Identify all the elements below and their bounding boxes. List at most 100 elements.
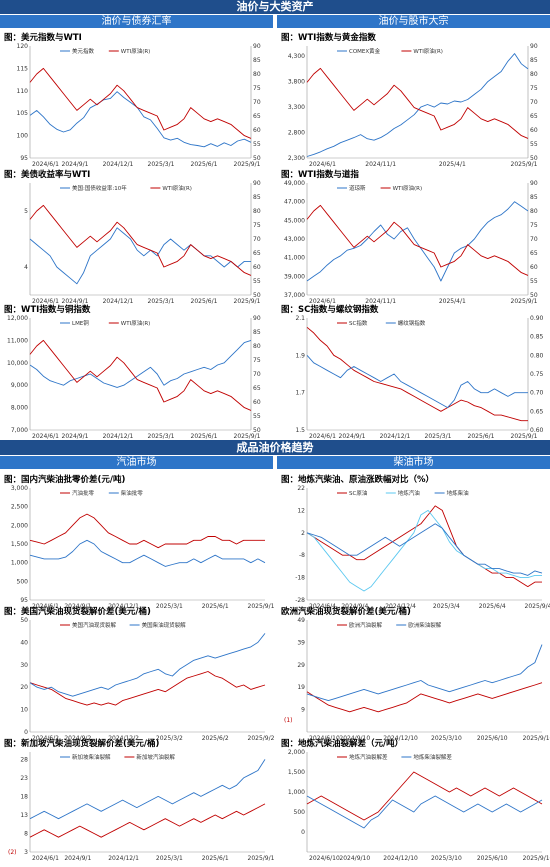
y-tick-label-left: 3,800 bbox=[288, 79, 305, 86]
y-tick-label-left: 12 bbox=[297, 507, 305, 514]
series-line-1 bbox=[29, 803, 266, 838]
y-tick-label-right: 55 bbox=[253, 413, 261, 420]
x-tick-label: 2024/6/2 bbox=[32, 735, 59, 742]
y-tick-label-right: 50 bbox=[253, 155, 261, 162]
y-tick-label-right: 60 bbox=[530, 127, 538, 134]
y-tick-label-right: 90 bbox=[253, 43, 261, 50]
legend-label: WTI原油(R) bbox=[413, 47, 443, 55]
x-tick-label: 2024/9/10 bbox=[339, 735, 370, 742]
chart-svg: 95 100 105 110 115 120 50 55 60 65 70 75 80 85 90 2024/… bbox=[17, 43, 261, 168]
series-line-1 bbox=[306, 644, 543, 702]
x-tick-label: 2024/6/1 bbox=[309, 298, 336, 305]
y-tick-label-left: 13 bbox=[20, 812, 28, 819]
x-tick-label: 2025/3/1 bbox=[148, 298, 175, 305]
series-line-0 bbox=[29, 339, 252, 388]
y-tick-label-right: 0.60 bbox=[530, 427, 544, 434]
y-tick-label-left: 1,000 bbox=[11, 560, 28, 567]
series-line-0 bbox=[306, 326, 528, 422]
y-tick-label-right: 55 bbox=[530, 278, 538, 285]
y-tick-label-left: 2.1 bbox=[295, 315, 305, 322]
x-tick-label: 2024/9/2 bbox=[64, 735, 91, 742]
x-tick-label: 2025/6/1 bbox=[191, 161, 218, 168]
legend-label: 美国柴油现货裂解 bbox=[142, 621, 187, 629]
x-tick-label: 2025/6/1 bbox=[468, 433, 495, 440]
x-tick-label: 2024/12/10 bbox=[383, 855, 418, 862]
y-tick-label-right: 90 bbox=[530, 180, 538, 187]
x-tick-label: 2025/9/4 bbox=[525, 603, 550, 610]
legend-label: SC原油 bbox=[349, 489, 368, 497]
x-tick-label: 2024/12/1 bbox=[103, 298, 134, 305]
y-tick-label-right: 80 bbox=[253, 343, 261, 350]
y-tick-label-left: 0 bbox=[301, 829, 305, 836]
x-tick-label: 2025/6/4 bbox=[479, 603, 506, 610]
footnote-1: (1) bbox=[284, 717, 293, 724]
y-tick-label-left: 4,300 bbox=[288, 53, 305, 60]
x-tick-label: 2024/9/1 bbox=[62, 433, 89, 440]
x-tick-label: 2025/3/1 bbox=[156, 855, 183, 862]
chart-teapot-change-comparison: 图：地炼汽柴油、原油涨跌幅对比（%） -28 -18 -8 2 12 22 2024/6/4 2… bbox=[277, 472, 550, 614]
chart-svg: 0 500 1,000 1,500 2,000 2024/6/10 2024/9/10 202… bbox=[288, 749, 550, 862]
y-tick-label-left: 500 bbox=[17, 578, 29, 585]
y-tick-label-right: 0.80 bbox=[530, 352, 544, 359]
chart-title: 图：WTI指数与道指 bbox=[281, 170, 359, 180]
y-tick-label-left: 500 bbox=[294, 809, 306, 816]
y-tick-label-right: 70 bbox=[530, 236, 538, 243]
series-line-0 bbox=[306, 505, 542, 588]
x-tick-label: 2025/9/10 bbox=[523, 855, 550, 862]
x-tick-label: 2024/6/10 bbox=[309, 735, 340, 742]
subsection-gasoline: 汽油市场 bbox=[0, 456, 273, 469]
chart-svg: 95 500 1,000 1,500 2,000 2,500 3,000 2024/6/1 20… bbox=[11, 485, 275, 610]
chart-svg: 37,000 39,000 41,000 43,000 45,000 47,000 49,0… bbox=[284, 180, 538, 305]
chart-title: 图：美国汽柴油现货裂解价差(美元/桶) bbox=[4, 607, 151, 617]
y-tick-label-left: 3 bbox=[24, 849, 28, 856]
y-tick-label-right: 65 bbox=[253, 113, 261, 120]
y-tick-label-left: 39 bbox=[297, 639, 305, 646]
y-tick-label-right: 50 bbox=[253, 427, 261, 434]
y-tick-label-left: 0 bbox=[24, 729, 28, 736]
x-tick-label: 2025/6/10 bbox=[477, 735, 508, 742]
x-tick-label: 2024/9/4 bbox=[341, 603, 368, 610]
y-tick-label-left: 40 bbox=[20, 639, 28, 646]
x-tick-label: 2025/6/1 bbox=[202, 855, 229, 862]
x-tick-label: 2024/6/10 bbox=[309, 855, 340, 862]
section-title-assets: 油价与大类资产 bbox=[0, 0, 550, 14]
y-tick-label-right: 75 bbox=[530, 85, 538, 92]
y-tick-label-left: 49,000 bbox=[284, 180, 305, 187]
chart-svg: 1.5 1.7 1.9 2.1 0.60 0.65 0.70 0.75 0.80 0.85 0.90… bbox=[295, 315, 544, 440]
y-tick-label-left: 11,000 bbox=[7, 337, 28, 344]
x-tick-label: 2024/12/4 bbox=[385, 603, 416, 610]
y-tick-label-right: 85 bbox=[253, 329, 261, 336]
x-tick-label: 2024/9/1 bbox=[64, 855, 91, 862]
legend-label: 地炼汽油裂解差 bbox=[349, 753, 388, 761]
x-tick-label: 2024/9/1 bbox=[339, 433, 366, 440]
x-tick-label: 2025/9/1 bbox=[511, 298, 538, 305]
chart-title: 图：美元指数与WTI bbox=[4, 33, 82, 43]
y-tick-label-left: -28 bbox=[295, 597, 305, 604]
series-line-0 bbox=[306, 53, 529, 157]
y-tick-label-right: 70 bbox=[253, 371, 261, 378]
y-tick-label-right: 65 bbox=[530, 113, 538, 120]
x-tick-label: 2025/6/10 bbox=[477, 855, 508, 862]
legend-label: 螺纹钢指数 bbox=[398, 319, 426, 327]
y-tick-label-left: 2,000 bbox=[11, 522, 28, 529]
y-tick-label-left: 20 bbox=[20, 684, 28, 691]
y-tick-label-left: -18 bbox=[295, 575, 305, 582]
y-tick-label-right: 60 bbox=[253, 264, 261, 271]
x-tick-label: 2025/9/10 bbox=[523, 735, 550, 742]
series-line-1 bbox=[29, 204, 252, 276]
y-tick-label-right: 70 bbox=[253, 99, 261, 106]
y-tick-label-right: 60 bbox=[530, 264, 538, 271]
y-tick-label-left: 9,000 bbox=[11, 382, 28, 389]
x-tick-label: 2024/12/1 bbox=[108, 855, 139, 862]
series-line-1 bbox=[306, 795, 543, 829]
legend-label: 新加坡汽油裂解 bbox=[136, 753, 175, 761]
footnote-2: (2) bbox=[8, 849, 17, 856]
subsection-oil-bonds-fx: 油价与债券汇率 bbox=[0, 15, 273, 28]
series-line-0 bbox=[29, 227, 251, 285]
y-tick-label-left: 30 bbox=[20, 662, 28, 669]
x-tick-label: 2025/9/1 bbox=[511, 161, 538, 168]
y-tick-label-left: 120 bbox=[17, 43, 29, 50]
y-tick-label-right: 55 bbox=[253, 278, 261, 285]
y-tick-label-left: 10 bbox=[20, 707, 28, 714]
chart-svg: 0 10 20 30 40 50 2024/6/2 2024/9/2 2024/12/2 2025… bbox=[20, 617, 274, 742]
